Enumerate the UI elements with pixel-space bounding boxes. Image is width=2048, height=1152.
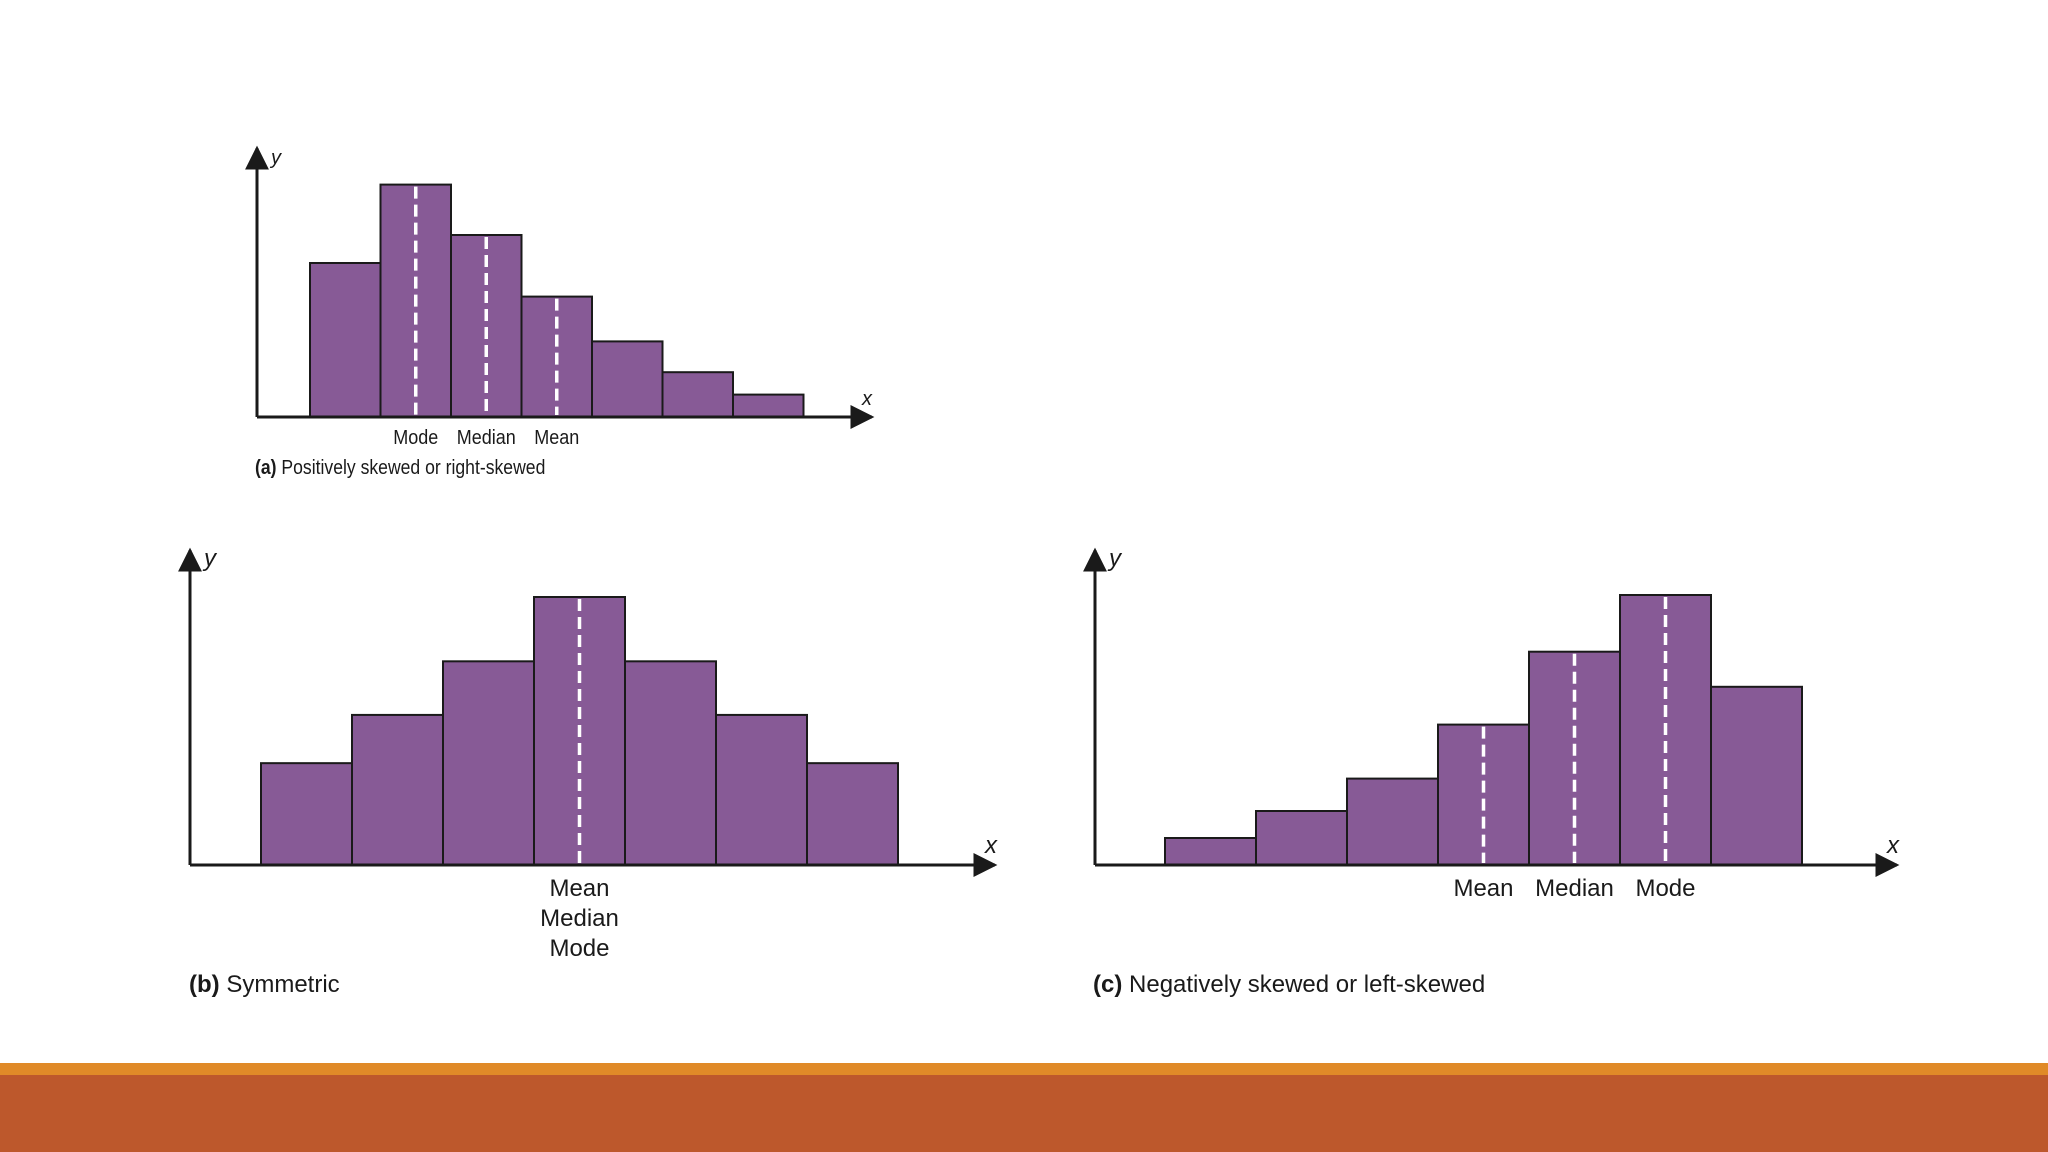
caption-letter: (b) [189, 971, 220, 998]
marker-label-mode: Mode [1635, 875, 1695, 902]
footer-band [0, 1075, 2048, 1152]
histogram-a-right-skewed: y x Mode Median Mean (a) Positively skewed or… [245, 145, 875, 478]
marker-label-median: Median [457, 427, 516, 449]
chart-caption: (c) Negatively skewed or left-skewed [1093, 971, 1485, 998]
bar [661, 371, 734, 419]
chart-caption: (a) Positively skewed or right-skewed [255, 456, 545, 478]
histogram-c-left-skewed: y x Mean Median Mode (c) Negatively skewed or… [1083, 545, 1900, 998]
histogram-b-symmetric: y x Mean Median Mode (b) Symmetric [178, 545, 998, 998]
marker-label-mode: Mode [549, 935, 609, 962]
marker-label-mean: Mean [1453, 875, 1513, 902]
bar [442, 660, 535, 866]
caption-letter: (a) [255, 456, 277, 478]
y-axis-label: y [1107, 545, 1123, 572]
marker-label-mode: Mode [393, 427, 438, 449]
bar [260, 762, 353, 866]
bar [624, 660, 717, 866]
footer-accent-stripe [0, 1063, 2048, 1075]
marker-label-mean: Mean [549, 875, 609, 902]
bar [732, 393, 805, 419]
bar [1255, 810, 1348, 866]
y-axis-label: y [269, 147, 282, 169]
bar [309, 262, 382, 418]
bar [715, 713, 808, 866]
caption-text: Symmetric [220, 971, 340, 998]
bar [1346, 777, 1439, 866]
chart-caption: (b) Symmetric [189, 971, 340, 998]
caption-text: Negatively skewed or left-skewed [1122, 971, 1485, 998]
bar [1164, 837, 1257, 866]
marker-label-median: Median [1535, 875, 1614, 902]
y-axis-label: y [202, 545, 218, 572]
bar [1710, 685, 1803, 866]
caption-text: Positively skewed or right-skewed [277, 456, 546, 478]
x-axis-label: x [1886, 832, 1900, 859]
bar [806, 762, 899, 866]
bar [351, 713, 444, 866]
marker-label-mean: Mean [534, 427, 579, 449]
marker-label-median: Median [540, 905, 619, 932]
x-axis-label: x [861, 388, 873, 410]
x-axis-label: x [984, 832, 998, 859]
bar [591, 340, 664, 418]
caption-letter: (c) [1093, 971, 1122, 998]
